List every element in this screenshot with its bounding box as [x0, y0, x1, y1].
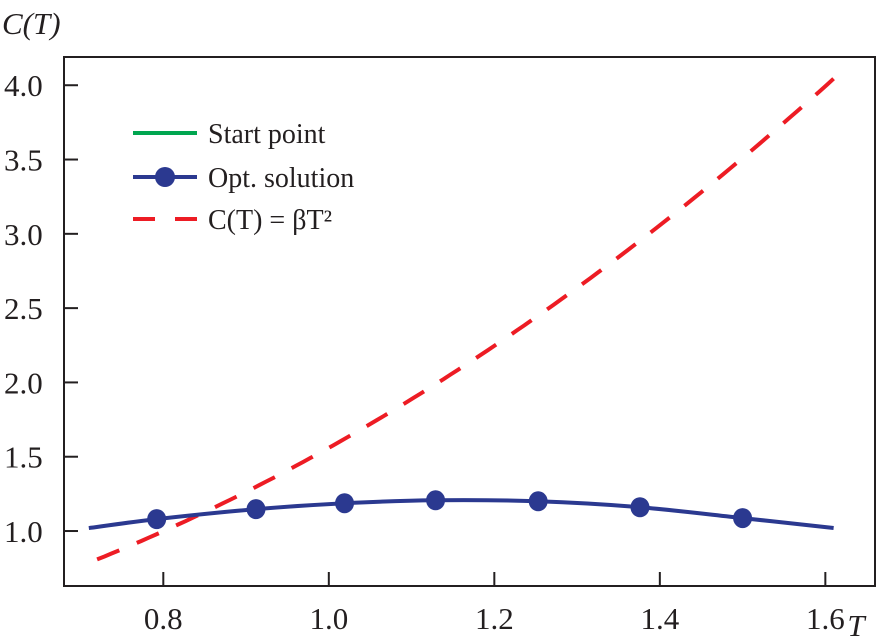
- series-line-beta-t2: [96, 77, 835, 562]
- x-tick-label: 1.0: [309, 601, 348, 636]
- x-tick-label: 1.2: [475, 601, 514, 636]
- legend-label-beta-t2: C(T) = βT²: [208, 205, 332, 236]
- legend-label-start-point: Start point: [208, 119, 326, 150]
- x-tick-label: 1.4: [640, 601, 679, 636]
- plot-frame: [63, 56, 876, 587]
- data-point-opt-solution: [335, 493, 355, 514]
- series-line-opt-solution: [88, 498, 834, 531]
- y-tick-label: 4.0: [4, 68, 43, 103]
- x-tick-label: 0.8: [144, 601, 183, 636]
- legend-marker-opt-solution: [155, 167, 175, 187]
- x-tick-label: 1.6: [806, 601, 845, 636]
- y-tick-label: 3.0: [4, 217, 43, 252]
- y-tick-label: 3.5: [4, 143, 43, 178]
- data-point-opt-solution: [246, 499, 266, 520]
- y-axis-label: C(T): [2, 6, 61, 41]
- y-tick-label: 1.5: [4, 440, 43, 475]
- data-point-opt-solution: [630, 497, 650, 518]
- data-point-opt-solution: [426, 490, 446, 511]
- y-tick-label: 2.5: [4, 291, 43, 326]
- legend-label-opt-solution: Opt. solution: [208, 163, 354, 194]
- y-tick-label: 1.0: [4, 514, 43, 549]
- data-point-opt-solution: [733, 508, 753, 529]
- data-point-opt-solution: [147, 509, 167, 530]
- legend: Start point Opt. solution C(T) = βT²: [133, 119, 354, 236]
- data-point-opt-solution: [528, 491, 548, 512]
- y-tick-label: 2.0: [4, 365, 43, 400]
- x-axis-label: T: [847, 608, 867, 642]
